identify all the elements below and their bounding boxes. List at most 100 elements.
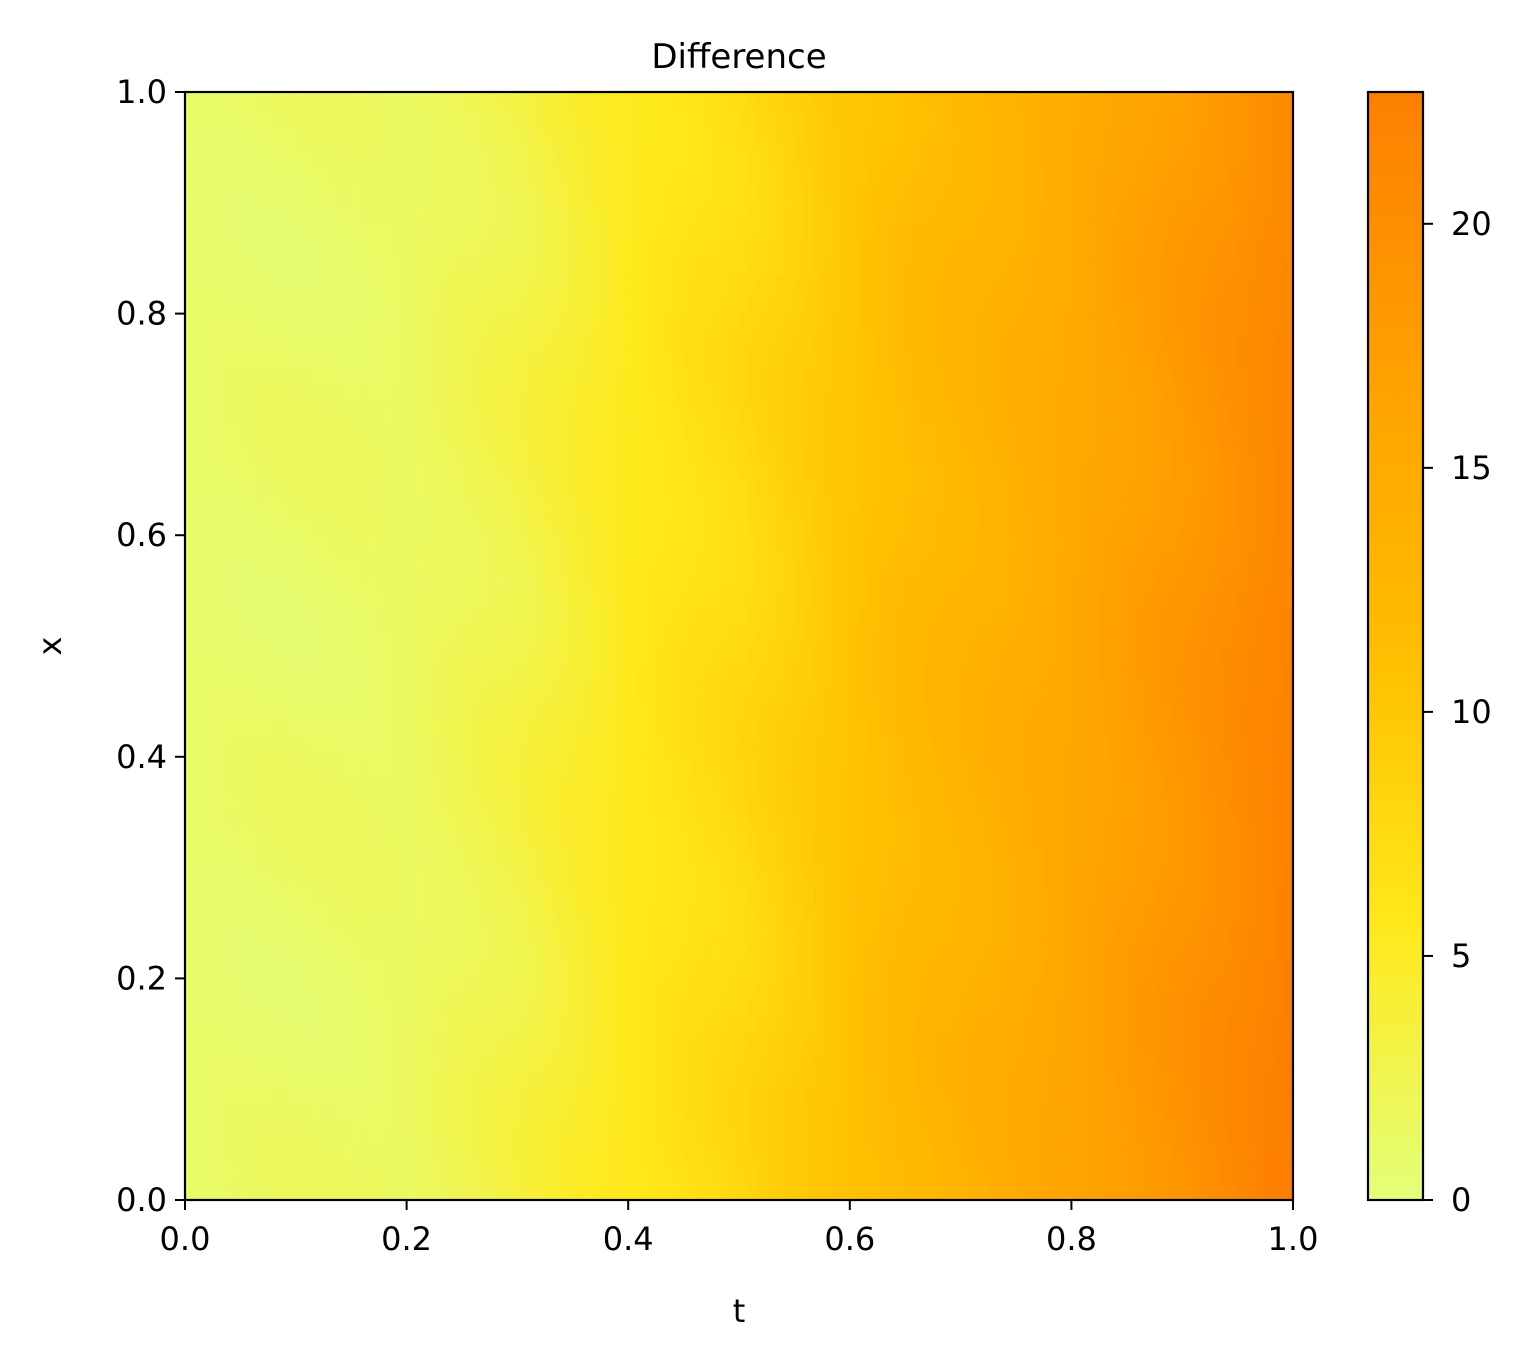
heatmap-cell — [646, 110, 657, 130]
heatmap-cell — [1256, 553, 1266, 573]
heatmap-cell — [1172, 830, 1183, 850]
heatmap-cell — [1283, 332, 1293, 352]
heatmap-cell — [471, 479, 482, 499]
heatmap-cell — [443, 609, 454, 629]
heatmap-cell — [886, 221, 897, 241]
heatmap-cell — [305, 830, 315, 850]
heatmap-cell — [1034, 535, 1045, 555]
heatmap-cell — [720, 147, 731, 167]
heatmap-cell — [988, 609, 999, 629]
heatmap-cell — [997, 313, 1008, 333]
heatmap-cell — [1265, 479, 1276, 499]
heatmap-cell — [969, 627, 980, 647]
heatmap-cell — [406, 147, 417, 167]
heatmap-cell — [618, 701, 629, 721]
heatmap-cell — [1062, 516, 1072, 536]
heatmap-cell — [979, 701, 989, 721]
heatmap-cell — [572, 110, 583, 130]
heatmap-cell — [480, 442, 491, 462]
heatmap-cell — [1089, 830, 1100, 850]
heatmap-cell — [628, 350, 639, 370]
heatmap-cell — [655, 793, 666, 813]
heatmap-cell — [1237, 682, 1248, 702]
heatmap-cell — [212, 92, 223, 112]
heatmap-cell — [923, 424, 934, 444]
heatmap-cell — [628, 295, 639, 315]
heatmap-cell — [785, 424, 795, 444]
heatmap-cell — [1016, 590, 1026, 610]
heatmap-cell — [914, 332, 925, 352]
heatmap-cell — [859, 92, 869, 112]
heatmap-cell — [729, 110, 740, 130]
heatmap-cell — [895, 535, 906, 555]
heatmap-cell — [628, 849, 639, 869]
heatmap-cell — [914, 442, 925, 462]
heatmap-cell — [914, 498, 925, 518]
heatmap-cell — [794, 664, 805, 684]
heatmap-cell — [932, 128, 943, 148]
heatmap-cell — [1145, 147, 1156, 167]
heatmap-cell — [775, 350, 786, 370]
heatmap-cell — [1117, 128, 1128, 148]
heatmap-cell — [471, 646, 482, 666]
heatmap-cell — [702, 350, 712, 370]
heatmap-cell — [720, 664, 731, 684]
heatmap-cell — [1089, 350, 1100, 370]
heatmap-cell — [766, 405, 777, 425]
heatmap-cell — [702, 147, 712, 167]
heatmap-cell — [591, 92, 602, 112]
heatmap-cell — [1182, 147, 1193, 167]
heatmap-cell — [812, 92, 823, 112]
heatmap-cell — [600, 756, 611, 776]
heatmap-cell — [822, 553, 832, 573]
heatmap-cell — [1136, 202, 1146, 222]
heatmap-cell — [840, 830, 851, 850]
heatmap-cell — [406, 738, 417, 758]
heatmap-cell — [868, 258, 879, 278]
heatmap-cell — [415, 627, 426, 647]
heatmap-cell — [498, 479, 509, 499]
heatmap-cell — [378, 165, 389, 185]
heatmap-cell — [415, 165, 426, 185]
heatmap-cell — [277, 461, 288, 481]
heatmap-cell — [572, 775, 583, 795]
heatmap-cell — [314, 184, 325, 204]
heatmap-cell — [1172, 719, 1183, 739]
heatmap-cell — [600, 387, 611, 407]
heatmap-cell — [582, 479, 592, 499]
heatmap-cell — [517, 682, 528, 702]
heatmap-cell — [905, 202, 916, 222]
heatmap-cell — [480, 498, 491, 518]
heatmap-cell — [212, 738, 223, 758]
heatmap-cell — [582, 276, 592, 296]
heatmap-cell — [397, 184, 408, 204]
heatmap-cell — [360, 405, 371, 425]
heatmap-cell — [572, 258, 583, 278]
heatmap-cell — [932, 535, 943, 555]
heatmap-cell — [1025, 202, 1036, 222]
heatmap-cell — [554, 276, 565, 296]
heatmap-cell — [360, 221, 371, 241]
heatmap-cell — [785, 535, 795, 555]
heatmap-cell — [739, 682, 749, 702]
heatmap-cell — [212, 812, 223, 832]
heatmap-cell — [563, 332, 574, 352]
heatmap-cell — [452, 442, 463, 462]
heatmap-cell — [351, 572, 362, 592]
heatmap-cell — [1228, 239, 1239, 259]
heatmap-cell — [702, 664, 712, 684]
heatmap-cell — [794, 128, 805, 148]
heatmap-cell — [637, 849, 648, 869]
heatmap-cell — [1209, 110, 1220, 130]
heatmap-cell — [526, 184, 537, 204]
heatmap-cell — [1246, 775, 1257, 795]
heatmap-cell — [314, 405, 325, 425]
heatmap-cell — [194, 701, 205, 721]
heatmap-cell — [1228, 110, 1239, 130]
heatmap-cell — [1145, 184, 1156, 204]
heatmap-cell — [729, 553, 740, 573]
heatmap-cell — [1025, 756, 1036, 776]
heatmap-cell — [868, 239, 879, 259]
heatmap-cell — [185, 609, 195, 629]
heatmap-cell — [609, 369, 620, 389]
